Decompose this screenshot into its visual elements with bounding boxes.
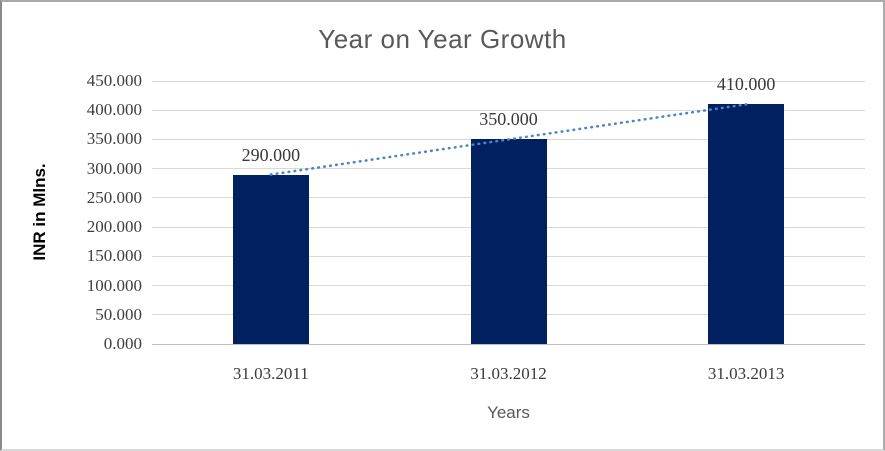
gridline [152,80,865,82]
y-tick-label: 100.000 [86,275,142,295]
y-tick-label: 300.000 [86,158,142,178]
y-tick-label: 350.000 [86,129,142,149]
plot-area [152,80,865,345]
x-tick-label: 31.03.2012 [470,364,547,383]
data-label: 410.000 [716,74,776,95]
bar-31.03.2012 [470,139,547,344]
trendline [269,103,748,176]
y-tick-label: 200.000 [86,217,142,237]
data-label: 350.000 [479,109,538,130]
x-axis-title: Years [487,403,530,422]
x-tick-label: 31.03.2013 [707,364,785,383]
y-tick-label: 400.000 [86,100,142,120]
y-tick-label: 50.000 [95,304,142,324]
bar-31.03.2011 [232,174,309,344]
gridline [152,109,865,111]
y-tick-label: 0.000 [103,334,142,353]
y-tick-label: 450.000 [86,71,142,90]
chart-title: Year on Year Growth [318,24,567,54]
y-tick-label: 150.000 [86,246,142,266]
y-tick-label: 250.000 [86,187,142,207]
data-label: 290.000 [241,144,301,165]
x-tick-label: 31.03.2011 [232,364,309,383]
x-axis-line [152,343,865,345]
y-axis-title: INR in Mlns. [30,163,49,261]
bar-31.03.2013 [708,104,785,344]
